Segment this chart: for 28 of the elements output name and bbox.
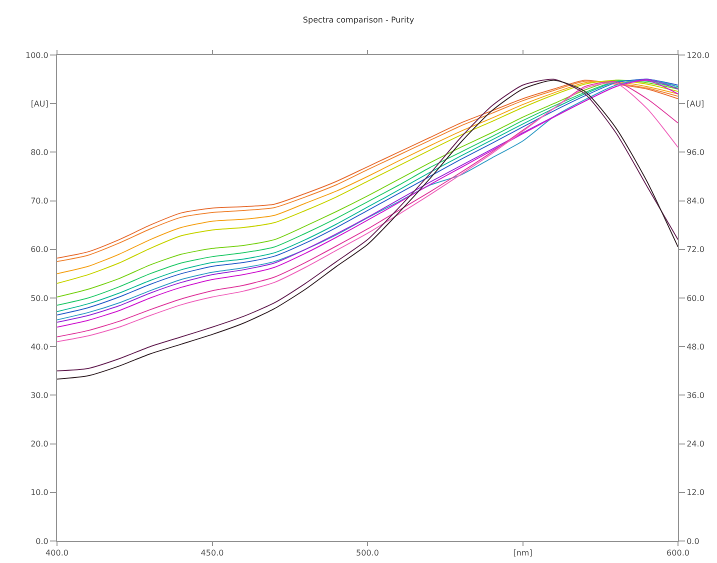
y2-tick-label: 48.0: [686, 342, 704, 352]
y2-tick-label: 84.0: [686, 196, 704, 206]
x-tick-label: 400.0: [46, 548, 68, 558]
y-tick-label: 20.0: [30, 440, 48, 449]
y2-tick-label: 72.0: [686, 245, 704, 254]
y2-tick-label: [AU]: [686, 99, 704, 108]
y-tick-label: 30.0: [30, 391, 48, 400]
y-tick-label: [AU]: [30, 99, 48, 108]
x-tick-label: [nm]: [513, 548, 532, 558]
y2-tick-label: 60.0: [686, 294, 704, 303]
y-tick-label: 0.0: [36, 536, 48, 546]
y2-tick-label: 36.0: [686, 391, 704, 400]
y-tick-label: 70.0: [30, 196, 48, 206]
y-tick-label: 100.0: [25, 50, 48, 60]
y2-tick-label: 96.0: [686, 148, 704, 157]
x-tick-label: 450.0: [200, 548, 224, 558]
x-tick-label: 500.0: [356, 548, 379, 558]
y2-tick-label: 0.0: [686, 536, 700, 546]
y2-tick-label: 12.0: [686, 488, 704, 498]
y-tick-label: 60.0: [30, 245, 48, 254]
y-tick-label: 50.0: [30, 294, 48, 303]
y-tick-label: 80.0: [30, 148, 48, 157]
chart-title: Spectra comparison - Purity: [302, 16, 414, 25]
y-tick-label: 40.0: [30, 342, 48, 352]
y2-tick-label: 24.0: [686, 440, 704, 449]
y-tick-label: 10.0: [30, 488, 48, 498]
x-tick-label: 600.0: [666, 548, 690, 558]
y2-tick-label: 120.0: [686, 50, 710, 60]
